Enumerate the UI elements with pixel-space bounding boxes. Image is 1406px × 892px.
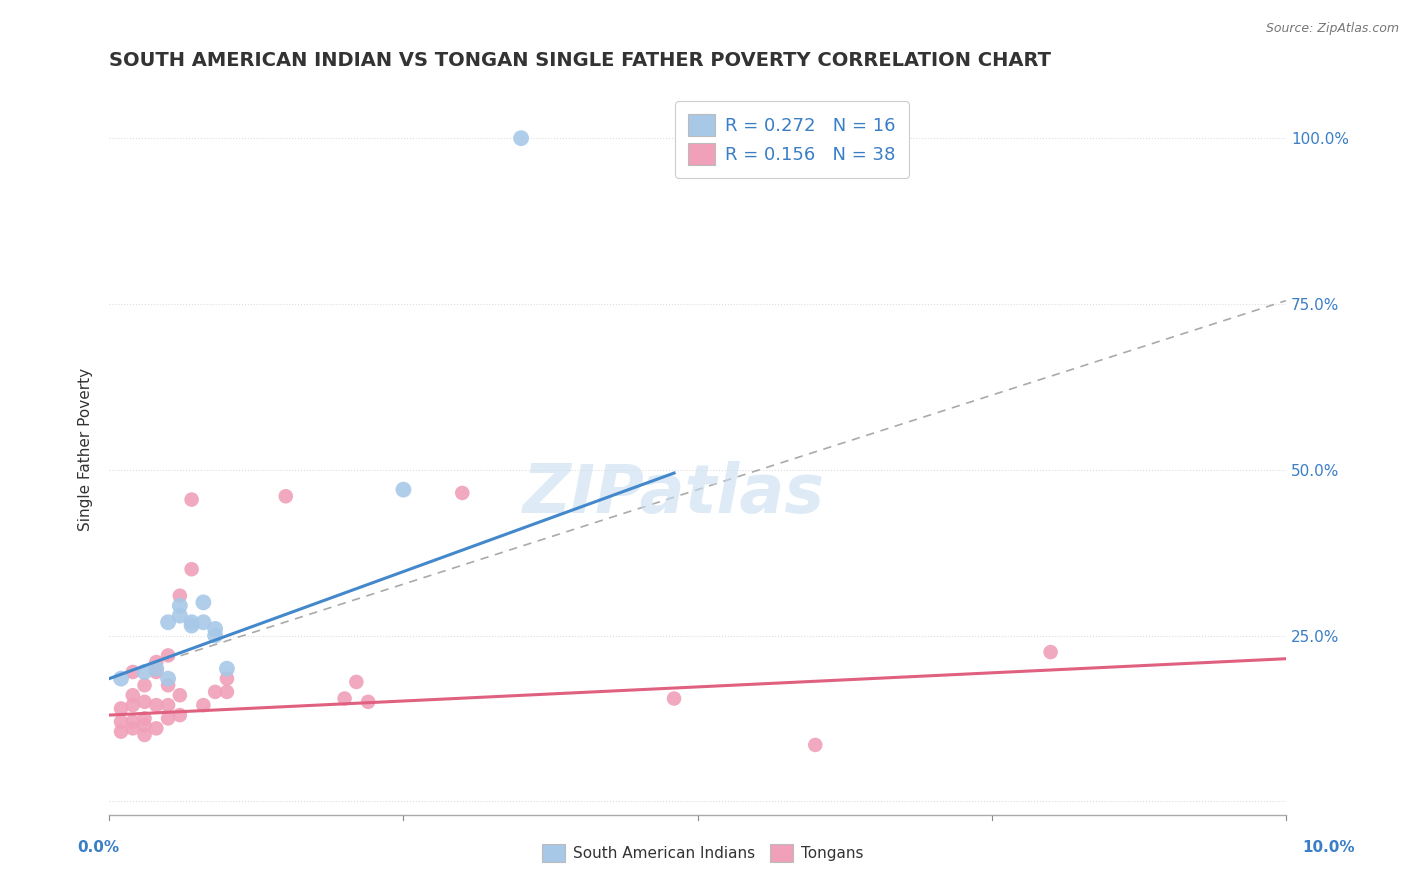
Point	[145, 698, 167, 713]
Text: SOUTH AMERICAN INDIAN VS TONGAN SINGLE FATHER POVERTY CORRELATION CHART: SOUTH AMERICAN INDIAN VS TONGAN SINGLE F…	[110, 51, 1052, 70]
Point	[121, 665, 143, 679]
Point	[121, 698, 143, 713]
Point	[134, 728, 156, 742]
Point	[110, 672, 132, 686]
Point	[145, 655, 167, 669]
Point	[180, 492, 202, 507]
Point	[180, 615, 202, 630]
Point	[157, 648, 180, 663]
Text: 10.0%: 10.0%	[1302, 840, 1355, 855]
Point	[204, 622, 226, 636]
Point	[215, 672, 238, 686]
Point	[121, 722, 143, 736]
Point	[510, 131, 533, 145]
Point	[110, 701, 132, 715]
Point	[357, 695, 380, 709]
Point	[169, 688, 191, 702]
Y-axis label: Single Father Poverty: Single Father Poverty	[79, 368, 93, 532]
Point	[169, 608, 191, 623]
Point	[134, 665, 156, 679]
Point	[121, 714, 143, 729]
Point	[121, 688, 143, 702]
Point	[344, 675, 367, 690]
Point	[157, 698, 180, 713]
Point	[157, 711, 180, 725]
Point	[180, 562, 202, 576]
Point	[451, 486, 474, 500]
Text: Source: ZipAtlas.com: Source: ZipAtlas.com	[1265, 22, 1399, 36]
Point	[157, 615, 180, 630]
Point	[134, 678, 156, 692]
Point	[145, 665, 167, 679]
Point	[134, 711, 156, 725]
Point	[145, 722, 167, 736]
Point	[1039, 645, 1062, 659]
Point	[134, 718, 156, 732]
Point	[110, 714, 132, 729]
Text: ZIPatlas: ZIPatlas	[523, 460, 825, 526]
Legend: R = 0.272   N = 16, R = 0.156   N = 38: R = 0.272 N = 16, R = 0.156 N = 38	[675, 102, 908, 178]
Point	[193, 698, 215, 713]
Point	[215, 662, 238, 676]
Point	[274, 489, 297, 503]
Point	[157, 678, 180, 692]
Point	[110, 724, 132, 739]
Point	[333, 691, 356, 706]
Point	[145, 662, 167, 676]
Point	[180, 618, 202, 632]
Point	[169, 708, 191, 723]
Point	[193, 595, 215, 609]
Text: 0.0%: 0.0%	[77, 840, 120, 855]
Point	[134, 695, 156, 709]
Point	[169, 599, 191, 613]
Point	[193, 615, 215, 630]
Point	[804, 738, 827, 752]
Point	[157, 672, 180, 686]
Point	[662, 691, 685, 706]
Point	[215, 685, 238, 699]
Legend: South American Indians, Tongans: South American Indians, Tongans	[536, 838, 870, 868]
Point	[169, 589, 191, 603]
Point	[392, 483, 415, 497]
Point	[204, 685, 226, 699]
Point	[204, 628, 226, 642]
